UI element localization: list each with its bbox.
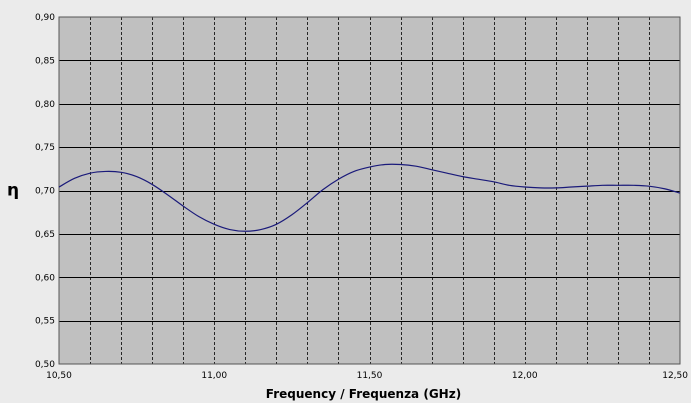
y-tick-label: 0,80: [35, 100, 55, 110]
series-line: [58, 163, 681, 232]
series-layer: [58, 163, 681, 232]
y-tick-label: 0,55: [35, 317, 55, 327]
y-tick-label: 0,60: [35, 273, 55, 283]
y-tick-labels: 0,50 0,55 0,60 0,65 0,70 0,75 0,80 0,85 0,90: [35, 13, 55, 370]
y-tick-label: 0,65: [35, 230, 55, 240]
y-axis-title: η: [7, 181, 19, 201]
plot-border: [58, 16, 681, 365]
y-tick-label: 0,50: [35, 360, 55, 370]
x-tick-labels: 10,50 11,00 11,50 12,00 12,50: [46, 371, 688, 381]
x-tick-label: 12,50: [662, 371, 688, 381]
x-tick-label: 12,00: [512, 371, 538, 381]
y-tick-label: 0,70: [35, 187, 55, 197]
x-axis-title: Frequency / Frequenza (GHz): [266, 387, 461, 401]
y-tick-label: 0,85: [35, 56, 55, 66]
x-tick-label: 10,50: [46, 371, 72, 381]
y-tick-label: 0,90: [35, 13, 55, 23]
minor-gridlines: [90, 17, 650, 364]
x-tick-label: 11,00: [201, 371, 227, 381]
x-tick-label: 11,50: [357, 371, 383, 381]
y-tick-label: 0,75: [35, 143, 55, 153]
